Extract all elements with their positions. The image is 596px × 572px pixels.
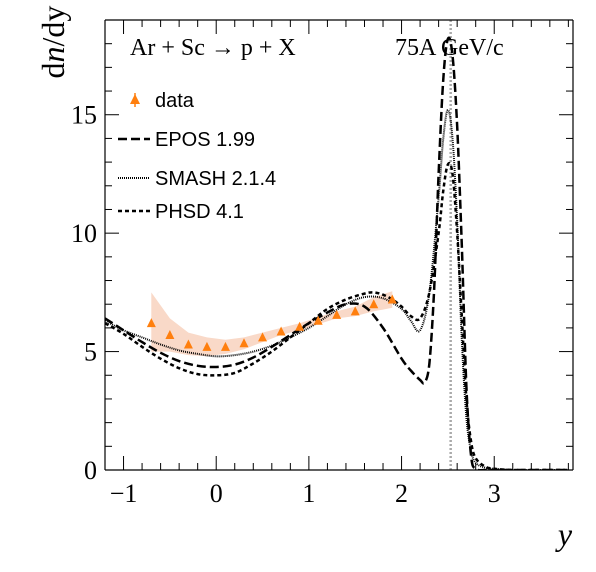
series-layer bbox=[105, 36, 569, 470]
data-point bbox=[258, 332, 268, 342]
data-point bbox=[369, 299, 379, 309]
legend-item-smash: SMASH 2.1.4 bbox=[118, 168, 276, 190]
energy-label: 75A GeV/c bbox=[395, 35, 504, 61]
data-band-layer bbox=[151, 291, 393, 357]
x-tick-label: 1 bbox=[302, 479, 315, 508]
phsd-curve bbox=[105, 161, 569, 470]
legend-item-data: data bbox=[130, 90, 195, 112]
data-uncertainty-band bbox=[151, 291, 393, 357]
tick-labels-layer: −1 0 1 2 3 0 5 10 15 bbox=[71, 101, 501, 508]
x-tick-label: −1 bbox=[110, 479, 138, 508]
x-tick-label: 2 bbox=[395, 479, 408, 508]
legend-smash-label: SMASH 2.1.4 bbox=[155, 168, 276, 190]
data-point bbox=[276, 326, 286, 336]
data-point bbox=[387, 294, 397, 304]
data-point bbox=[183, 339, 193, 349]
data-point bbox=[220, 341, 230, 351]
data-point bbox=[146, 318, 156, 328]
data-point bbox=[295, 321, 305, 331]
epos-curve bbox=[105, 36, 569, 470]
smash-curve bbox=[105, 109, 569, 470]
y-axis-title-d: d bbox=[35, 62, 71, 78]
reaction-label: Ar + Sc → p + X bbox=[130, 35, 296, 61]
data-point bbox=[350, 306, 360, 316]
data-point bbox=[332, 309, 342, 319]
y-axis-title-dy: /dy bbox=[35, 6, 71, 47]
y-tick-label: 10 bbox=[71, 219, 97, 248]
data-point bbox=[239, 338, 249, 348]
data-point bbox=[165, 330, 175, 339]
y-tick-label: 15 bbox=[71, 101, 97, 130]
y-axis-title: dn/dy bbox=[35, 6, 71, 79]
legend-item-phsd: PHSD 4.1 bbox=[118, 201, 244, 223]
axes-layer bbox=[104, 19, 574, 471]
x-tick-label: 0 bbox=[210, 479, 223, 508]
legend-data-label: data bbox=[155, 90, 195, 112]
y-axis-title-n: n bbox=[35, 46, 71, 62]
data-point bbox=[202, 341, 212, 351]
legend-data-marker bbox=[130, 94, 140, 104]
legend-phsd-label: PHSD 4.1 bbox=[155, 201, 244, 223]
x-axis-title: y bbox=[555, 516, 573, 552]
legend: data EPOS 1.99 SMASH 2.1.4 PHSD 4.1 bbox=[118, 90, 276, 223]
x-tick-label: 3 bbox=[488, 479, 501, 508]
y-tick-label: 5 bbox=[84, 338, 97, 367]
legend-item-epos: EPOS 1.99 bbox=[118, 129, 255, 151]
data-points-layer bbox=[146, 294, 397, 351]
y-tick-label: 0 bbox=[84, 456, 97, 485]
legend-epos-label: EPOS 1.99 bbox=[155, 129, 255, 151]
data-point bbox=[313, 315, 323, 325]
